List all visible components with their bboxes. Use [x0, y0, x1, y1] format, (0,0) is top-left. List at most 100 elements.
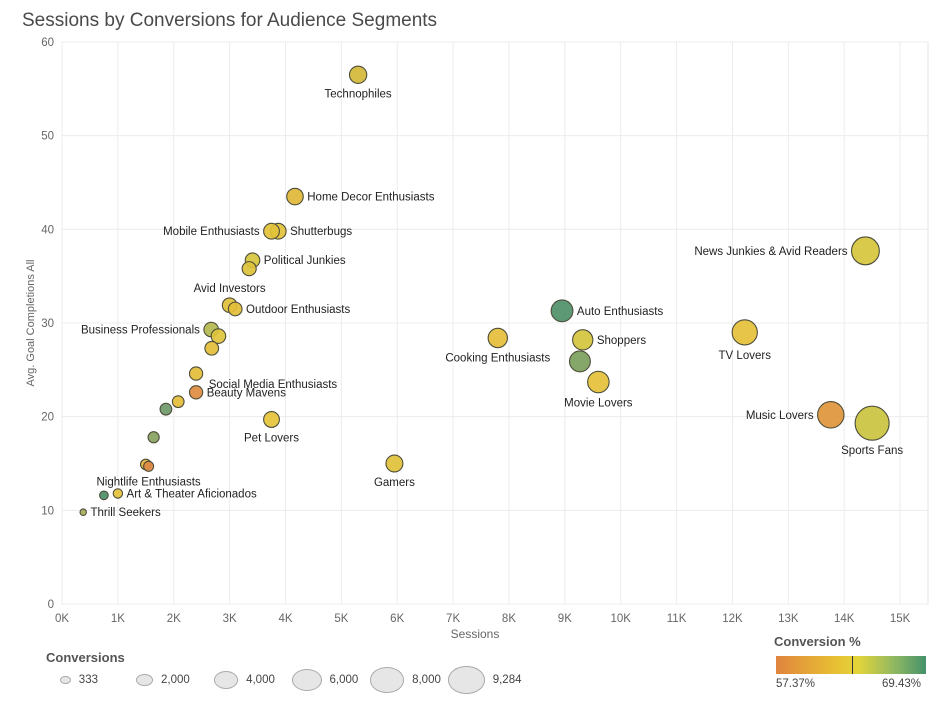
- point-label: Cooking Enthusiasts: [445, 353, 550, 365]
- size-legend-bubble: [60, 676, 71, 684]
- y-tick-label: 20: [41, 412, 54, 424]
- point-label: Outdoor Enthusiasts: [246, 304, 350, 316]
- x-axis-title: Sessions: [451, 627, 500, 641]
- color-ramp-marker: [852, 656, 853, 674]
- point-label: Social Media Enthusiasts: [209, 379, 338, 391]
- data-point[interactable]: [147, 431, 160, 444]
- color-ramp: [776, 656, 926, 674]
- size-legend-label: 333: [78, 674, 98, 686]
- point-label: Art & Theater Aficionados: [127, 488, 257, 500]
- x-tick-label: 4K: [278, 613, 292, 625]
- size-legend-item: 8,000: [370, 667, 441, 693]
- data-point[interactable]: [385, 454, 404, 473]
- data-point[interactable]: [143, 460, 155, 472]
- y-tick-label: 30: [41, 318, 54, 330]
- size-legend-bubble: [136, 673, 154, 687]
- label-layer: Technophiles Home Decor Enthusiasts Shutte…: [81, 88, 903, 519]
- scatter-chart[interactable]: 0K 1K 2K 3K 4K 5K 6K 7K 8K 9K 10K 11K 12K 13K 14K 15K 0 1…: [0, 0, 940, 650]
- size-legend-label: 6,000: [329, 674, 359, 686]
- data-point[interactable]: [550, 299, 574, 323]
- point-label: Home Decor Enthusiasts: [307, 192, 434, 204]
- x-tick-label: 2K: [167, 613, 181, 625]
- size-legend-label: 9,284: [492, 674, 522, 686]
- x-tick-label: 15K: [890, 613, 911, 625]
- data-point[interactable]: [263, 222, 280, 240]
- data-point[interactable]: [241, 261, 257, 277]
- data-point[interactable]: [817, 401, 845, 429]
- point-label: Avid Investors: [194, 283, 266, 295]
- data-point[interactable]: [587, 370, 610, 394]
- x-tick-label: 11K: [667, 613, 687, 625]
- y-axis-title: Avg. Goal Completions All: [25, 260, 37, 387]
- size-legend-item: 6,000: [292, 668, 358, 692]
- x-tick-label: 3K: [223, 613, 237, 625]
- size-legend-title: Conversions: [46, 650, 125, 665]
- size-legend-bubble: [292, 669, 322, 691]
- point-label: Pet Lovers: [244, 432, 299, 444]
- x-tick-label: 12K: [722, 613, 743, 625]
- color-legend-title: Conversion %: [774, 634, 861, 649]
- data-point[interactable]: [850, 236, 880, 266]
- size-legend-bubble: [448, 666, 485, 694]
- data-point[interactable]: [227, 301, 243, 317]
- size-legend-bubble: [214, 671, 239, 689]
- point-layer: [79, 65, 890, 516]
- point-label: Business Professionals: [81, 325, 200, 337]
- color-min-label: 57.37%: [776, 678, 816, 690]
- size-legend: Conversions 333 2,000 4,000 6,000 8,000 9,284: [46, 650, 546, 698]
- x-tick-label: 0K: [55, 613, 69, 625]
- x-tick-label: 14K: [834, 613, 855, 625]
- x-tick-label: 10K: [610, 613, 631, 625]
- x-tick-label: 5K: [334, 613, 348, 625]
- point-label: News Junkies & Avid Readers: [694, 246, 847, 258]
- data-point[interactable]: [112, 488, 124, 499]
- grid-layer: [61, 41, 929, 605]
- size-legend-label: 8,000: [412, 674, 441, 686]
- data-point[interactable]: [79, 508, 88, 516]
- size-legend-item: 9,284: [448, 666, 522, 694]
- point-label: Thrill Seekers: [90, 507, 161, 519]
- data-point[interactable]: [731, 319, 758, 346]
- point-label: Nightlife Enthusiasts: [96, 476, 200, 488]
- data-point[interactable]: [188, 366, 204, 381]
- data-point[interactable]: [99, 490, 109, 501]
- data-point[interactable]: [171, 395, 185, 409]
- x-tick-label: 1K: [111, 613, 125, 625]
- data-point[interactable]: [286, 187, 304, 206]
- data-point[interactable]: [348, 65, 368, 84]
- point-label: TV Lovers: [719, 350, 772, 362]
- size-legend-bubble: [370, 667, 405, 693]
- point-label: Movie Lovers: [564, 398, 633, 410]
- data-point[interactable]: [572, 329, 594, 351]
- y-tick-label: 10: [41, 505, 54, 517]
- x-tick-label: 9K: [558, 613, 572, 625]
- point-label: Gamers: [374, 477, 415, 489]
- data-point[interactable]: [188, 385, 204, 400]
- y-tick-label: 40: [41, 224, 54, 236]
- point-label: Mobile Enthusiasts: [163, 226, 260, 238]
- point-label: Music Lovers: [746, 410, 814, 422]
- data-point[interactable]: [568, 350, 591, 373]
- size-legend-item: 4,000: [214, 668, 275, 692]
- data-point[interactable]: [487, 327, 509, 349]
- y-tick-label: 0: [48, 599, 54, 611]
- point-label: Beauty Mavens: [207, 387, 287, 399]
- data-point[interactable]: [210, 328, 227, 344]
- data-point[interactable]: [854, 405, 890, 441]
- color-max-label: 69.43%: [882, 678, 922, 690]
- x-tick-label: 8K: [502, 613, 516, 625]
- point-label: Shoppers: [597, 335, 646, 347]
- y-tick-label: 50: [41, 131, 54, 143]
- data-point[interactable]: [159, 402, 173, 416]
- y-tick-label: 60: [41, 37, 54, 49]
- size-legend-item: 2,000: [136, 668, 190, 692]
- size-legend-label: 4,000: [246, 674, 275, 686]
- size-legend-label: 2,000: [161, 674, 190, 686]
- point-label: Shutterbugs: [290, 226, 352, 238]
- data-point[interactable]: [204, 340, 220, 356]
- size-legend-item: 333: [60, 668, 98, 692]
- point-label: Sports Fans: [841, 445, 903, 457]
- data-point[interactable]: [263, 411, 280, 428]
- chart-title: Sessions by Conversions for Audience Seg…: [22, 10, 438, 31]
- x-tick-label: 6K: [390, 613, 404, 625]
